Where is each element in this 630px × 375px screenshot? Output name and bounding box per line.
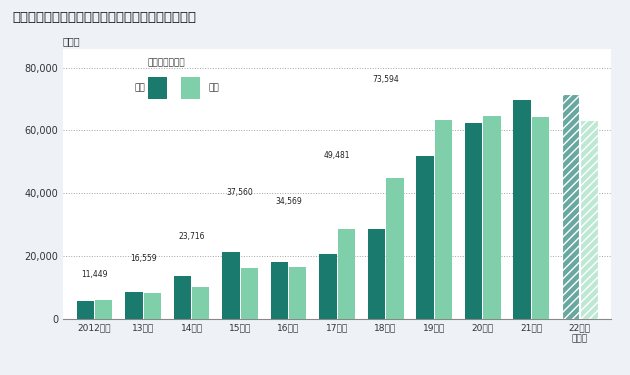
Bar bbox=[464, 123, 482, 319]
Bar bbox=[561, 94, 579, 319]
Bar bbox=[580, 120, 597, 319]
Text: 16,559: 16,559 bbox=[130, 254, 156, 263]
Bar bbox=[181, 77, 200, 99]
Bar bbox=[416, 156, 433, 319]
Bar bbox=[222, 252, 239, 319]
Bar bbox=[148, 77, 167, 99]
Bar bbox=[386, 178, 403, 319]
Text: 11,449: 11,449 bbox=[81, 270, 108, 279]
Text: 日本メーカーによる住宅用蓄電設備の出荷台数推移: 日本メーカーによる住宅用蓄電設備の出荷台数推移 bbox=[13, 11, 197, 24]
Text: 23,716: 23,716 bbox=[178, 231, 205, 240]
Bar bbox=[77, 302, 94, 319]
Text: 上期: 上期 bbox=[134, 83, 145, 92]
Text: （台）: （台） bbox=[63, 36, 81, 46]
Bar bbox=[513, 100, 530, 319]
Bar bbox=[580, 120, 597, 319]
Bar bbox=[338, 229, 355, 319]
Bar bbox=[319, 254, 336, 319]
Bar bbox=[95, 300, 113, 319]
Bar bbox=[174, 276, 191, 319]
Bar bbox=[271, 262, 288, 319]
Bar bbox=[144, 293, 161, 319]
Bar bbox=[532, 117, 549, 319]
Text: 73,594: 73,594 bbox=[372, 75, 399, 84]
Text: 34,569: 34,569 bbox=[275, 198, 302, 207]
Bar bbox=[125, 292, 142, 319]
Bar bbox=[483, 116, 500, 319]
Bar bbox=[561, 94, 579, 319]
Text: 37,560: 37,560 bbox=[227, 188, 253, 197]
Bar bbox=[289, 267, 306, 319]
Text: 年度合計（台）: 年度合計（台） bbox=[148, 58, 186, 67]
Bar bbox=[435, 120, 452, 319]
Text: 中・ファーウェイやソーラーX、ジンコソーラー、米・テスラなど海外
メーカー製品計１万台以上が上乗せされるものと想定される: 中・ファーウェイやソーラーX、ジンコソーラー、米・テスラなど海外 メーカー製品計… bbox=[0, 374, 1, 375]
Bar bbox=[368, 229, 385, 319]
Bar bbox=[192, 287, 210, 319]
Text: 下期: 下期 bbox=[209, 83, 219, 92]
Text: 49,481: 49,481 bbox=[324, 151, 350, 160]
Bar bbox=[241, 268, 258, 319]
